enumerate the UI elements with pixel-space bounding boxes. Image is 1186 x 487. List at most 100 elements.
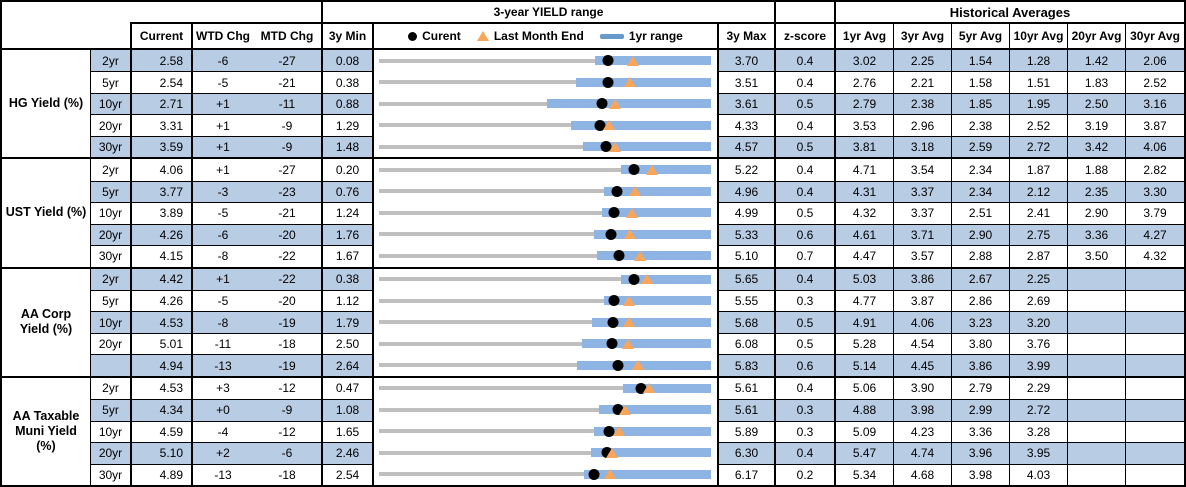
col-header-3y-min: 3y Min (323, 22, 374, 48)
cell-30yr-avg (1126, 354, 1184, 376)
cell-3yr-avg: 4.54 (894, 332, 952, 355)
cell-3yr-avg: 2.21 (894, 71, 952, 93)
cell-30yr-avg (1126, 378, 1184, 399)
cell-20yr-avg: 2.50 (1068, 92, 1126, 115)
cell-current: 4.15 (132, 245, 193, 267)
table-row: 10yr 4.53 -8 -19 1.79 5.68 0.5 4.91 4.06… (91, 311, 1184, 333)
legend-last-month-end: Last Month End (476, 29, 584, 43)
table-row: 30yr 4.15 -8 -22 1.67 5.10 0.7 4.47 3.57… (91, 245, 1184, 267)
cell-5yr-avg: 3.36 (952, 420, 1010, 443)
range-chart (379, 399, 711, 420)
one-year-range-bar (603, 296, 711, 306)
cell-10yr-avg: 2.41 (1010, 202, 1068, 224)
header-blank-zscore (776, 2, 836, 22)
cell-30yr-avg (1126, 420, 1184, 442)
cell-wtd-chg: -13 (193, 354, 253, 376)
cell-range-chart (374, 268, 719, 290)
cell-10yr-avg: 3.95 (1010, 442, 1068, 464)
table-row: 10yr 2.71 +1 -11 0.88 3.61 0.5 2.79 2.38… (91, 92, 1184, 115)
cell-tenor: 30yr (91, 135, 132, 158)
cell-3y-max: 5.10 (719, 245, 776, 267)
cell-current: 3.89 (132, 202, 193, 224)
three-year-range-track (379, 144, 711, 149)
cell-3y-max: 5.68 (719, 311, 776, 333)
cell-20yr-avg: 3.19 (1068, 114, 1126, 136)
cell-10yr-avg: 3.20 (1010, 311, 1068, 333)
cell-5yr-avg: 3.98 (952, 463, 1010, 485)
three-year-range-track (379, 123, 711, 128)
three-year-range-track (379, 429, 711, 434)
cell-3y-min: 2.64 (323, 354, 374, 376)
cell-1yr-avg: 5.09 (836, 420, 894, 443)
cell-3y-max: 4.57 (719, 135, 776, 158)
range-bar-icon (599, 33, 624, 39)
current-marker (594, 119, 606, 131)
cell-3y-min: 0.38 (323, 71, 374, 93)
cell-wtd-chg: +1 (193, 92, 253, 115)
cell-tenor: 10yr (91, 92, 132, 115)
cell-3y-min: 0.88 (323, 92, 374, 115)
cell-1yr-avg: 3.53 (836, 114, 894, 136)
cell-wtd-chg: -5 (193, 289, 253, 311)
cell-3yr-avg: 4.68 (894, 463, 952, 485)
cell-z-score: 0.3 (776, 289, 836, 312)
cell-3y-max: 5.33 (719, 223, 776, 246)
range-chart (379, 50, 711, 71)
cell-20yr-avg: 3.50 (1068, 245, 1126, 267)
cell-20yr-avg: 1.83 (1068, 71, 1126, 93)
cell-3y-max: 3.70 (719, 50, 776, 72)
three-year-range-track (379, 277, 711, 282)
legend-1yr-range: 1yr range (599, 29, 683, 43)
table-row: 5yr 2.54 -5 -21 0.38 3.51 0.4 2.76 2.21 … (91, 71, 1184, 93)
cell-3y-max: 4.99 (719, 202, 776, 224)
cell-5yr-avg: 2.99 (952, 399, 1010, 421)
cell-mtd-chg: -18 (253, 463, 323, 485)
legend-1yr-range-label: 1yr range (628, 29, 683, 43)
group-label: UST Yield (%) (2, 159, 91, 267)
cell-range-chart (374, 114, 719, 136)
cell-1yr-avg: 4.31 (836, 180, 894, 203)
cell-10yr-avg: 2.25 (1010, 268, 1068, 290)
cell-10yr-avg: 3.76 (1010, 332, 1068, 355)
cell-tenor: 5yr (91, 71, 132, 93)
table-row: 5yr 3.77 -3 -23 0.76 4.96 0.4 4.31 3.37 … (91, 180, 1184, 203)
cell-tenor: 2yr (91, 268, 132, 290)
cell-mtd-chg: -6 (253, 442, 323, 464)
last-month-end-marker (646, 164, 659, 175)
cell-tenor: 20yr (91, 114, 132, 136)
cell-3y-min: 0.38 (323, 268, 374, 290)
range-chart (379, 71, 711, 92)
three-year-range-track (379, 189, 711, 194)
range-chart (379, 354, 711, 375)
group-rows: 2yr 4.06 +1 -27 0.20 5.22 0.4 4.71 3.54 … (91, 159, 1184, 267)
cell-3yr-avg: 3.87 (894, 289, 952, 312)
cell-tenor: 2yr (91, 50, 132, 72)
cell-3y-max: 5.61 (719, 377, 776, 400)
table-row: 5yr 4.34 +0 -9 1.08 5.61 0.3 4.88 3.98 2… (91, 399, 1184, 421)
current-marker (602, 76, 614, 88)
cell-tenor: 30yr (91, 245, 132, 267)
cell-5yr-avg: 2.88 (952, 245, 1010, 267)
cell-1yr-avg: 4.61 (836, 223, 894, 246)
cell-20yr-avg (1068, 420, 1126, 443)
cell-z-score: 0.4 (776, 180, 836, 203)
cell-1yr-avg: 3.81 (836, 135, 894, 158)
cell-wtd-chg: -5 (193, 202, 253, 223)
cell-10yr-avg: 1.51 (1010, 71, 1068, 93)
cell-30yr-avg: 3.87 (1126, 114, 1184, 135)
one-year-range-bar (590, 448, 711, 458)
cell-10yr-avg: 2.12 (1010, 180, 1068, 203)
cell-3y-min: 1.08 (323, 399, 374, 421)
cell-5yr-avg: 3.96 (952, 442, 1010, 464)
last-month-end-marker (622, 338, 635, 349)
one-year-range-bar (583, 469, 711, 479)
cell-10yr-avg: 2.75 (1010, 223, 1068, 246)
one-year-range-bar (621, 165, 711, 175)
cell-current: 2.54 (132, 71, 193, 93)
table-row: 4.94 -13 -19 2.64 5.83 0.6 5.14 4.45 3.8… (91, 354, 1184, 376)
cell-3y-min: 1.12 (323, 289, 374, 312)
range-chart (379, 290, 711, 311)
cell-3yr-avg: 3.57 (894, 245, 952, 267)
cell-current: 2.71 (132, 92, 193, 115)
current-marker (608, 295, 620, 307)
